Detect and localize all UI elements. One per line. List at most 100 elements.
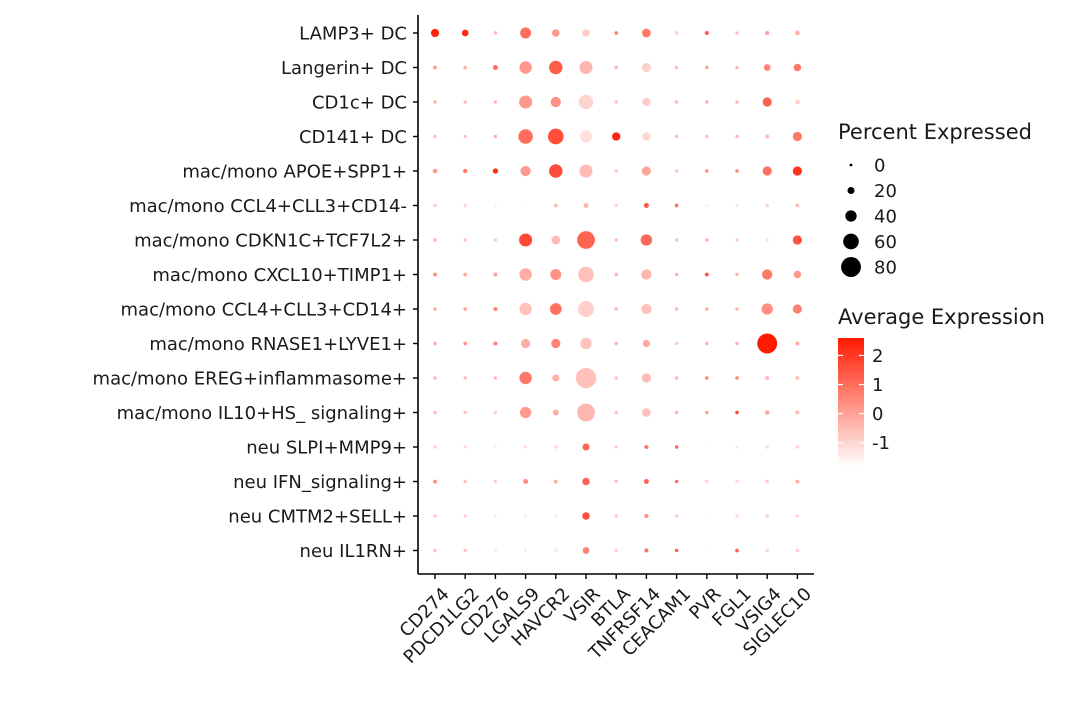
dot-PVR-row-9 — [705, 341, 709, 346]
dot-BTLA-row-7 — [614, 272, 618, 277]
dot-CEACAM1-row-7 — [674, 272, 679, 277]
dot-FGL1-row-1 — [735, 65, 739, 70]
dot-SIGLEC10-row-5 — [795, 203, 800, 208]
y-tick-label: neu SLPI+MMP9+ — [246, 438, 407, 459]
y-tick-label: mac/mono CXCL10+TIMP1+ — [152, 265, 407, 286]
dot-BTLA-row-11 — [614, 410, 618, 415]
dot-LGALS9-row-2 — [519, 95, 533, 109]
dot-PDCD1LG2-row-12 — [463, 445, 467, 449]
size-legend-label: 60 — [874, 232, 897, 253]
dot-HAVCR2-row-3 — [547, 128, 564, 145]
color-legend-label: 0 — [872, 404, 883, 425]
dot-LGALS9-row-0 — [520, 27, 532, 39]
dot-BTLA-row-1 — [614, 65, 618, 70]
dot-TNFRSF14-row-9 — [642, 339, 650, 348]
dot-CD274-row-10 — [433, 376, 437, 380]
dot-FGL1-row-15 — [735, 548, 739, 553]
dot-LGALS9-row-9 — [520, 338, 531, 349]
y-tick-label: neu IFN_signaling+ — [233, 472, 407, 493]
dot-VSIR-row-15 — [582, 547, 590, 554]
dot-PDCD1LG2-row-3 — [463, 134, 467, 139]
size-legend-label: 20 — [874, 181, 897, 202]
dot-PVR-row-15 — [705, 548, 709, 553]
dot-PVR-row-10 — [705, 376, 709, 380]
dot-SIGLEC10-row-3 — [792, 131, 803, 142]
dot-PDCD1LG2-row-9 — [463, 341, 468, 346]
dot-TNFRSF14-row-14 — [644, 513, 649, 519]
dot-SIGLEC10-row-6 — [792, 235, 803, 245]
dot-BTLA-row-4 — [614, 169, 618, 173]
size-legend: Percent Expressed 0 20 40 60 80 — [838, 120, 1032, 279]
dot-CEACAM1-row-3 — [674, 134, 679, 139]
dot-VSIG4-row-4 — [762, 166, 772, 176]
size-legend-label: 40 — [874, 207, 897, 228]
dot-HAVCR2-row-1 — [549, 60, 563, 75]
dot-FGL1-row-10 — [735, 376, 739, 380]
dot-CD274-row-5 — [433, 203, 437, 208]
dot-FGL1-row-4 — [735, 169, 739, 173]
dot-CD276-row-10 — [493, 376, 498, 380]
dot-CD276-row-6 — [493, 238, 498, 242]
dot-PVR-row-7 — [704, 272, 709, 277]
dot-PDCD1LG2-row-2 — [463, 100, 467, 104]
y-tick-label: Langerin+ DC — [281, 58, 407, 79]
dot-HAVCR2-row-5 — [553, 203, 558, 208]
dot-VSIG4-row-10 — [765, 376, 770, 380]
dot-TNFRSF14-row-6 — [640, 234, 653, 246]
y-tick-label: CD141+ DC — [299, 127, 407, 148]
x-tick-labels: CD274PDCD1LG2CD276LGALS9HAVCR2VSIRBTLATN… — [396, 574, 816, 668]
y-tick-labels: LAMP3+ DC Langerin+ DC CD1c+ DC CD141+ DC ma… — [93, 24, 418, 562]
color-legend: Average Expression 2 1 0 -1 — [838, 305, 1045, 466]
dot-CEACAM1-row-15 — [674, 548, 679, 553]
dot-SIGLEC10-row-9 — [795, 341, 800, 346]
dot-VSIR-row-10 — [575, 367, 597, 389]
dot-BTLA-row-6 — [614, 238, 618, 242]
dot-FGL1-row-14 — [735, 514, 739, 518]
y-tick-label: neu CMTM2+SELL+ — [228, 507, 407, 528]
dot-CD274-row-3 — [433, 134, 437, 139]
dot-PVR-row-8 — [705, 307, 709, 311]
dot-TNFRSF14-row-12 — [644, 444, 649, 450]
dot-HAVCR2-row-7 — [550, 269, 562, 280]
dot-VSIR-row-0 — [582, 29, 590, 37]
dot-PDCD1LG2-row-14 — [463, 514, 467, 518]
dot-TNFRSF14-row-5 — [643, 203, 649, 208]
size-legend-dot — [849, 163, 853, 167]
dot-BTLA-row-14 — [614, 514, 618, 518]
size-legend-dot — [847, 186, 855, 195]
dot-PDCD1LG2-row-0 — [461, 29, 469, 37]
dot-SIGLEC10-row-14 — [795, 514, 800, 518]
dot-PVR-row-5 — [705, 203, 709, 208]
dot-CD274-row-6 — [433, 238, 437, 242]
dot-BTLA-row-2 — [614, 100, 618, 104]
dot-CD276-row-1 — [492, 65, 498, 70]
dot-CEACAM1-row-8 — [674, 307, 679, 311]
dot-CD276-row-14 — [493, 514, 498, 518]
dot-HAVCR2-row-15 — [554, 548, 558, 553]
dot-CEACAM1-row-2 — [674, 100, 679, 104]
dot-CEACAM1-row-14 — [674, 514, 679, 518]
dot-TNFRSF14-row-4 — [641, 166, 652, 176]
dot-CEACAM1-row-13 — [674, 479, 679, 484]
dot-PDCD1LG2-row-11 — [463, 410, 467, 415]
dot-VSIG4-row-0 — [765, 30, 770, 36]
y-tick-label: mac/mono CCL4+CLL3+CD14+ — [121, 300, 408, 321]
dot-SIGLEC10-row-12 — [795, 445, 800, 449]
dot-HAVCR2-row-2 — [550, 96, 561, 108]
dot-PDCD1LG2-row-7 — [463, 272, 468, 277]
dot-CD274-row-15 — [433, 548, 437, 553]
dot-LGALS9-row-12 — [523, 445, 528, 449]
dot-CD274-row-8 — [433, 307, 437, 311]
dot-CD276-row-8 — [493, 306, 498, 312]
size-legend-dot — [841, 257, 861, 277]
dot-CD276-row-2 — [493, 100, 498, 104]
dot-CD274-row-2 — [433, 100, 437, 104]
dot-CEACAM1-row-9 — [674, 341, 679, 346]
dot-PVR-row-6 — [705, 238, 709, 242]
color-legend-label: -1 — [872, 433, 890, 454]
dot-HAVCR2-row-10 — [552, 374, 560, 382]
dot-CD274-row-0 — [430, 28, 440, 38]
dot-LGALS9-row-1 — [519, 61, 532, 74]
dot-PDCD1LG2-row-10 — [463, 376, 467, 380]
dot-PVR-row-11 — [705, 410, 709, 415]
